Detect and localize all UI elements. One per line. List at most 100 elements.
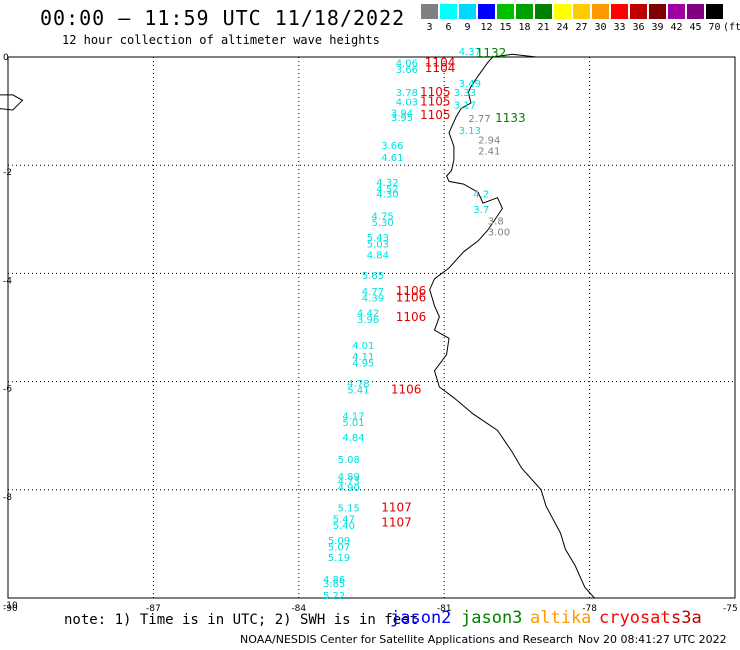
legend-swatch [440, 4, 457, 19]
page-title: 00:00 – 11:59 UTC 11/18/2022 [40, 6, 406, 30]
wave-height-label: 4.2 [473, 190, 489, 201]
legend-swatch [421, 4, 438, 19]
lon-tick-label: -75 [723, 604, 738, 614]
satellite-s3a: s3a [671, 608, 702, 628]
legend-swatch [630, 4, 647, 19]
legend-swatch [649, 4, 666, 19]
legend-label: 6 [445, 22, 452, 33]
wave-height-label: 5.07 [328, 542, 350, 553]
satellite-altika: altika [530, 608, 592, 628]
pass-time-label: 1105 [420, 95, 451, 109]
wave-height-label: 3.66 [381, 141, 403, 152]
legend-label: 27 [575, 22, 588, 33]
credit-text: NOAA/NESDIS Center for Satellite Applica… [240, 633, 574, 646]
wave-height-label: 4.95 [352, 359, 374, 370]
wave-height-label: 4.01 [352, 341, 374, 352]
wave-height-label: 5.09 [328, 536, 350, 547]
wave-height-label: 4.42 [357, 309, 379, 320]
wave-height-label: 3.17 [454, 100, 476, 111]
lat-tick-label: -2 [3, 168, 12, 178]
pass-time-label: 1104 [425, 61, 456, 75]
wave-height-label: 4.84 [342, 433, 364, 444]
legend-label: 18 [518, 22, 531, 33]
wave-height-label: 5.30 [372, 218, 394, 229]
pass-time-label: 1105 [420, 108, 451, 122]
satellite-cryosat: cryosat [599, 608, 671, 628]
wave-height-label: 3.00 [488, 228, 510, 239]
wave-height-label: 4.06 [396, 59, 418, 70]
lon-tick-label: -90 [3, 604, 18, 614]
wave-height-label: 5.65 [362, 271, 384, 282]
island-outline [0, 94, 24, 111]
legend-label: 45 [689, 22, 702, 33]
legend-swatch [554, 4, 571, 19]
wave-height-label: 3.96 [357, 315, 379, 326]
wave-height-label: 5.47 [333, 514, 355, 525]
legend-swatch [687, 4, 704, 19]
lat-tick-label: -6 [3, 385, 12, 395]
legend-swatch [611, 4, 628, 19]
wave-height-label: 4.73 [338, 476, 360, 487]
satellite-jason2: jason2 [390, 608, 452, 628]
lat-tick-label: -4 [3, 276, 12, 286]
legend-swatch [668, 4, 685, 19]
wave-height-label: 5.01 [342, 418, 364, 429]
lon-tick-label: -84 [291, 604, 306, 614]
wave-height-label: 3.13 [459, 126, 481, 137]
page-subtitle: 12 hour collection of altimeter wave hei… [62, 33, 380, 47]
pass-time-label: 1104 [425, 56, 456, 70]
legend-label: 39 [651, 22, 664, 33]
lon-tick-label: -87 [146, 604, 161, 614]
legend-label: 12 [480, 22, 493, 33]
pass-time-label: 1107 [381, 516, 412, 530]
wave-height-label: 3.49 [459, 79, 481, 90]
wave-height-label: 4.39 [362, 294, 384, 305]
lat-tick-label: -8 [3, 493, 12, 503]
wave-height-label: 4.11 [352, 352, 374, 363]
legend-swatch [573, 4, 590, 19]
wave-height-label: 4.90 [338, 483, 360, 494]
legend-label: 33 [613, 22, 626, 33]
legend-unit: (ft) [723, 22, 740, 33]
wave-height-label: 3.95 [391, 113, 413, 124]
legend-swatch [497, 4, 514, 19]
pass-time-label: 1106 [396, 284, 427, 298]
legend-swatch [592, 4, 609, 19]
legend-label: 3 [426, 22, 433, 33]
wave-height-label: 5.43 [367, 233, 389, 244]
wave-height-label: 5.03 [367, 239, 389, 250]
legend-label: 30 [594, 22, 607, 33]
pass-time-label: 1105 [420, 85, 451, 99]
lon-tick-label: -81 [437, 604, 452, 614]
legend-label: 70 [708, 22, 721, 33]
wave-height-label: 4.86 [323, 575, 345, 586]
legend-swatch [459, 4, 476, 19]
wave-height-label: 3.94 [391, 109, 413, 120]
wave-height-label: 4.75 [372, 211, 394, 222]
legend-label: 24 [556, 22, 569, 33]
generated-timestamp: Nov 20 08:41:27 UTC 2022 [578, 633, 727, 646]
wave-height-label: 4.78 [347, 379, 369, 390]
wave-height-label: 4.52 [376, 184, 398, 195]
pass-time-label: 1132 [476, 46, 507, 60]
wave-height-label: 4.37 [459, 47, 481, 58]
wave-height-label: 2.77 [468, 114, 490, 125]
wave-height-label: 3.7 [473, 205, 489, 216]
footer-note: note: 1) Time is in UTC; 2) SWH is in fe… [64, 612, 419, 628]
pass-time-label: 1107 [381, 500, 412, 514]
wave-height-label: 4.32 [376, 178, 398, 189]
legend-label: 15 [499, 22, 512, 33]
wave-height-label: 3.66 [396, 65, 418, 76]
wave-height-label: 4.77 [362, 287, 384, 298]
wave-height-label: 4.89 [338, 472, 360, 483]
wave-height-label: 2.94 [478, 136, 500, 147]
wave-height-label: 5.08 [338, 455, 360, 466]
pass-time-label: 1133 [495, 111, 526, 125]
wave-height-label: 4.30 [376, 190, 398, 201]
wave-height-label: 4.03 [396, 98, 418, 109]
wave-height-label: 3.78 [396, 88, 418, 99]
wave-height-label: 4.84 [367, 250, 389, 261]
wave-height-label: 3.33 [454, 88, 476, 99]
